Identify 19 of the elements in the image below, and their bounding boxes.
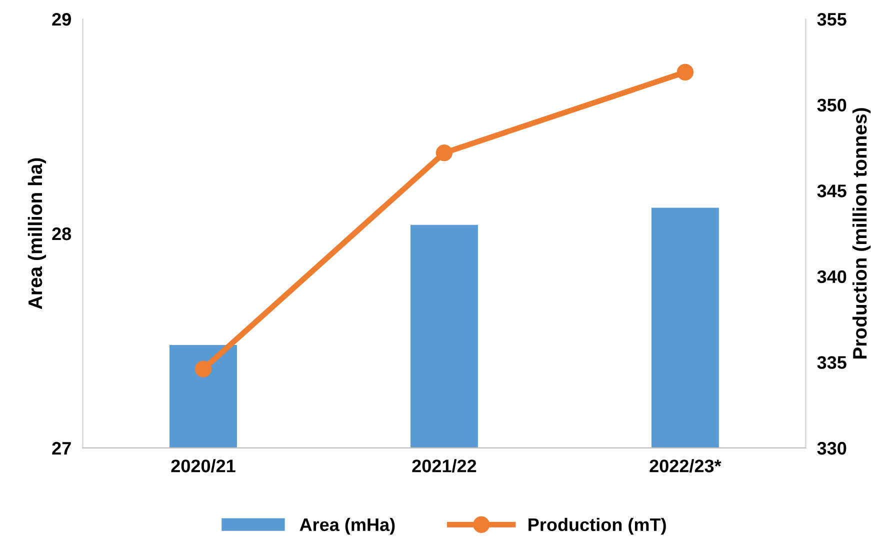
y2-tick-label: 340 (817, 270, 846, 284)
legend-label: Area (mHa) (300, 518, 395, 535)
y-tick-label: 29 (52, 12, 71, 26)
point (676, 64, 694, 81)
legend-label: Production (mT) (528, 518, 666, 535)
y2-tick-label: 345 (817, 184, 846, 198)
y2-tick-label: 335 (817, 356, 846, 369)
point (436, 144, 453, 162)
x-tick-label: 2022/23* (650, 459, 722, 473)
y2-tick-label: 330 (817, 442, 846, 455)
y2-axis-title: Production (million tonnes) (852, 108, 871, 359)
y-tick-label: 27 (52, 442, 71, 455)
x-tick-label: 2021/22 (412, 459, 476, 473)
point (194, 360, 212, 378)
y2-tick-label: 350 (817, 98, 846, 112)
y-tick-label: 28 (52, 227, 72, 240)
y-axis-title: Area (million ha) (28, 158, 46, 310)
y2-tick-label: 355 (817, 12, 846, 26)
x-tick-label: 2020/21 (171, 459, 236, 473)
